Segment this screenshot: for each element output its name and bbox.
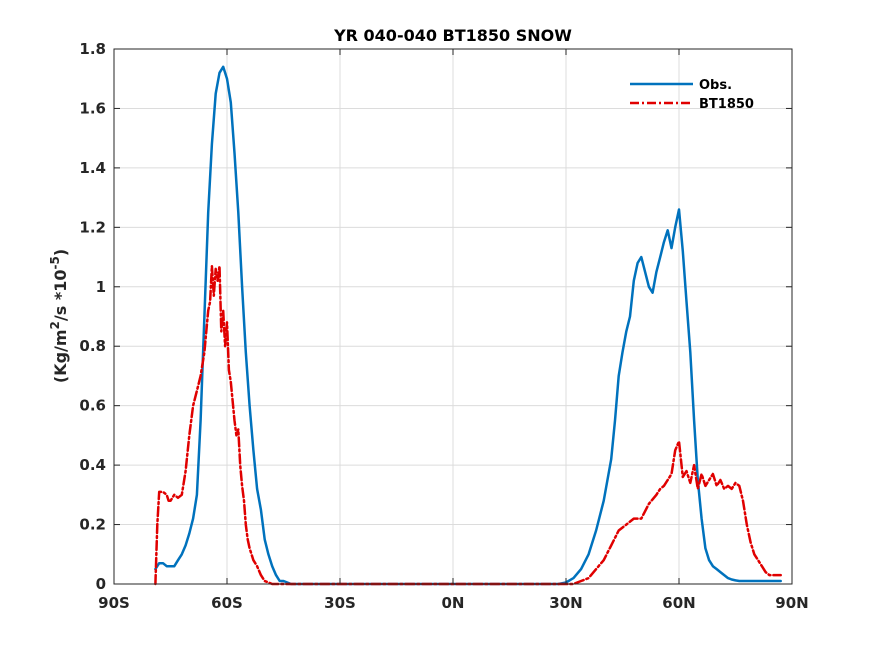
y-tick-label: 1.8: [79, 40, 106, 58]
y-tick-label: 1.4: [79, 159, 106, 177]
y-tick-label: 1.6: [79, 99, 106, 117]
y-axis-label-sup1: 2: [48, 321, 62, 329]
legend: Obs. BT1850: [630, 78, 754, 112]
y-axis-label-sup2: -5: [48, 256, 62, 269]
x-tick-label: 90S: [98, 594, 130, 612]
x-tick-label: 60S: [211, 594, 243, 612]
y-tick-label: 1: [96, 278, 106, 296]
y-axis-label-part3: ): [51, 249, 70, 256]
chart-title: YR 040-040 BT1850 SNOW: [333, 26, 572, 45]
x-tick-label: 90N: [775, 594, 808, 612]
x-tick-label: 30S: [324, 594, 356, 612]
x-tick-label: 30N: [549, 594, 582, 612]
y-tick-label: 0.6: [79, 397, 106, 415]
y-axis-label: (Kg/m2/s *10-5): [48, 249, 70, 383]
y-tick-label: 0.2: [79, 516, 106, 534]
series-line-obs: [154, 65, 782, 586]
y-tick-label: 0.8: [79, 337, 106, 355]
x-tick-label: 0N: [442, 594, 465, 612]
y-tick-label: 0: [96, 575, 106, 593]
y-tick-label: 1.2: [79, 218, 106, 236]
grid: [114, 49, 792, 584]
x-tick-label: 60N: [662, 594, 695, 612]
y-tick-label: 0.4: [79, 456, 106, 474]
y-axis-label-part2: /s *10: [51, 270, 70, 322]
legend-label-bt1850: BT1850: [699, 97, 754, 112]
y-axis-label-part1: (Kg/m: [51, 329, 70, 383]
axes-ticks: 90S 60S 30S 0N 30N 60N 90N 0 0.2 0.4 0.6 0.8 1 1.2 1.4…: [79, 40, 808, 612]
legend-label-obs: Obs.: [699, 78, 732, 93]
